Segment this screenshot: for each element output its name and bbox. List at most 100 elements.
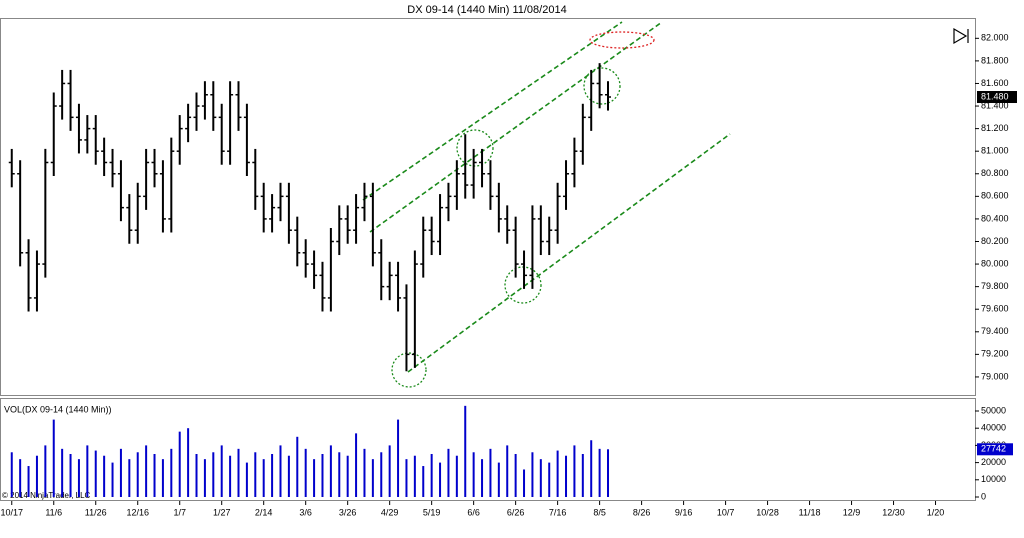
volume-title: VOL(DX 09-14 (1440 Min)) [4, 404, 112, 414]
volume-bar [481, 459, 484, 498]
y-tick-label: 80.400 [981, 213, 1009, 223]
x-tick-label: 7/16 [549, 507, 567, 517]
y-tick-label: 79.800 [981, 281, 1009, 291]
volume-bar [523, 469, 526, 498]
volume-bar [590, 440, 593, 498]
x-tick-label: 8/26 [633, 507, 651, 517]
volume-bar [203, 459, 206, 498]
x-tick-label: 6/6 [467, 507, 480, 517]
y-tick-label: 20000 [981, 457, 1006, 467]
last-volume-label: 27742 [981, 444, 1006, 454]
volume-bar [271, 454, 274, 498]
scroll-icon-arrow[interactable] [953, 27, 968, 45]
volume-bar [296, 436, 299, 498]
x-tick-label: 11/6 [45, 507, 62, 517]
y-tick-label: 79.200 [981, 349, 1009, 359]
x-tick-label: 3/6 [299, 507, 312, 517]
volume-bar [94, 450, 97, 498]
circle [456, 129, 494, 167]
volume-bar [548, 462, 551, 498]
volume-bar [313, 459, 316, 498]
x-tick-label: 10/17 [0, 507, 23, 517]
circle [504, 266, 542, 304]
volume-bar [363, 448, 366, 498]
last-price-label: 81.480 [981, 91, 1009, 101]
volume-bar [531, 452, 534, 498]
x-tick-label: 11/26 [85, 507, 107, 517]
channel-lines [362, 21, 731, 373]
volume-bar [304, 448, 307, 498]
y-tick-label: 79.600 [981, 304, 1009, 314]
chart-title: DX 09-14 (1440 Min) 11/08/2014 [407, 4, 566, 16]
volume-bar [254, 452, 257, 498]
volume-bar [103, 455, 106, 498]
y-tick-label: 81.600 [981, 78, 1009, 88]
volume-bar [279, 445, 282, 498]
volume-bar [430, 454, 433, 498]
last-price-box [977, 91, 1017, 104]
y-tick-label: 80.800 [981, 168, 1009, 178]
y-tick-label: 81.000 [981, 146, 1009, 156]
volume-bar [489, 448, 492, 498]
x-tick-label: 2/14 [255, 507, 273, 517]
volume-bar [455, 455, 458, 498]
circle [391, 352, 427, 388]
x-tick-label: 5/19 [423, 507, 441, 517]
volume-bar [195, 454, 198, 498]
volume-bar [388, 445, 391, 498]
target-ellipse [589, 31, 655, 49]
y-tick-label: 79.000 [981, 371, 1009, 381]
channel-middle [369, 21, 663, 233]
x-tick-label: 3/26 [339, 507, 357, 517]
volume-bar [321, 454, 324, 498]
y-tick-label: 40000 [981, 423, 1006, 433]
volume-bar [19, 459, 22, 498]
y-tick-label: 79.400 [981, 326, 1009, 336]
volume-panel [0, 398, 976, 501]
x-tick-label: 1/20 [927, 507, 945, 517]
volume-bar [245, 462, 248, 498]
volume-bar [229, 455, 232, 498]
x-tick-label: 10/28 [756, 507, 779, 517]
volume-bar [145, 445, 148, 498]
y-tick-label: 50000 [981, 405, 1006, 415]
volume-bar [514, 454, 517, 498]
volume-bar [607, 449, 610, 498]
y-tick-label: 80.000 [981, 258, 1009, 268]
volume-bar [187, 428, 190, 498]
volume-bar [355, 433, 358, 498]
volume-bar [178, 431, 181, 498]
volume-bar [86, 445, 89, 498]
volume-bar [447, 448, 450, 498]
volume-bar [10, 452, 13, 498]
y-tick-label: 81.400 [981, 100, 1009, 110]
volume-bar [44, 445, 47, 498]
volume-bar [153, 454, 156, 498]
scroll-icon[interactable] [953, 27, 969, 45]
x-tick-label: 11/18 [799, 507, 821, 517]
volume-bar [405, 459, 408, 498]
volume-bar [329, 445, 332, 498]
y-tick-label: 81.200 [981, 123, 1009, 133]
volume-bar [573, 445, 576, 498]
volume-bar [565, 455, 568, 498]
volume-bar [170, 448, 173, 498]
volume-bar [287, 455, 290, 498]
volume-bar [237, 448, 240, 498]
y-tick-label: 0 [981, 491, 986, 501]
volume-bar [472, 452, 475, 498]
x-tick-label: 4/29 [381, 507, 399, 517]
volume-bar [338, 452, 341, 498]
volume-bar [61, 448, 64, 498]
volume-bar [35, 455, 38, 498]
volume-bar [539, 459, 542, 498]
volume-bar [111, 462, 114, 498]
circles [391, 67, 621, 388]
volume-bar [128, 459, 131, 498]
x-tick-label: 12/30 [882, 507, 905, 517]
volume-bar [371, 459, 374, 498]
x-tick-label: 8/5 [593, 507, 606, 517]
y-tick-label: 81.800 [981, 55, 1009, 65]
